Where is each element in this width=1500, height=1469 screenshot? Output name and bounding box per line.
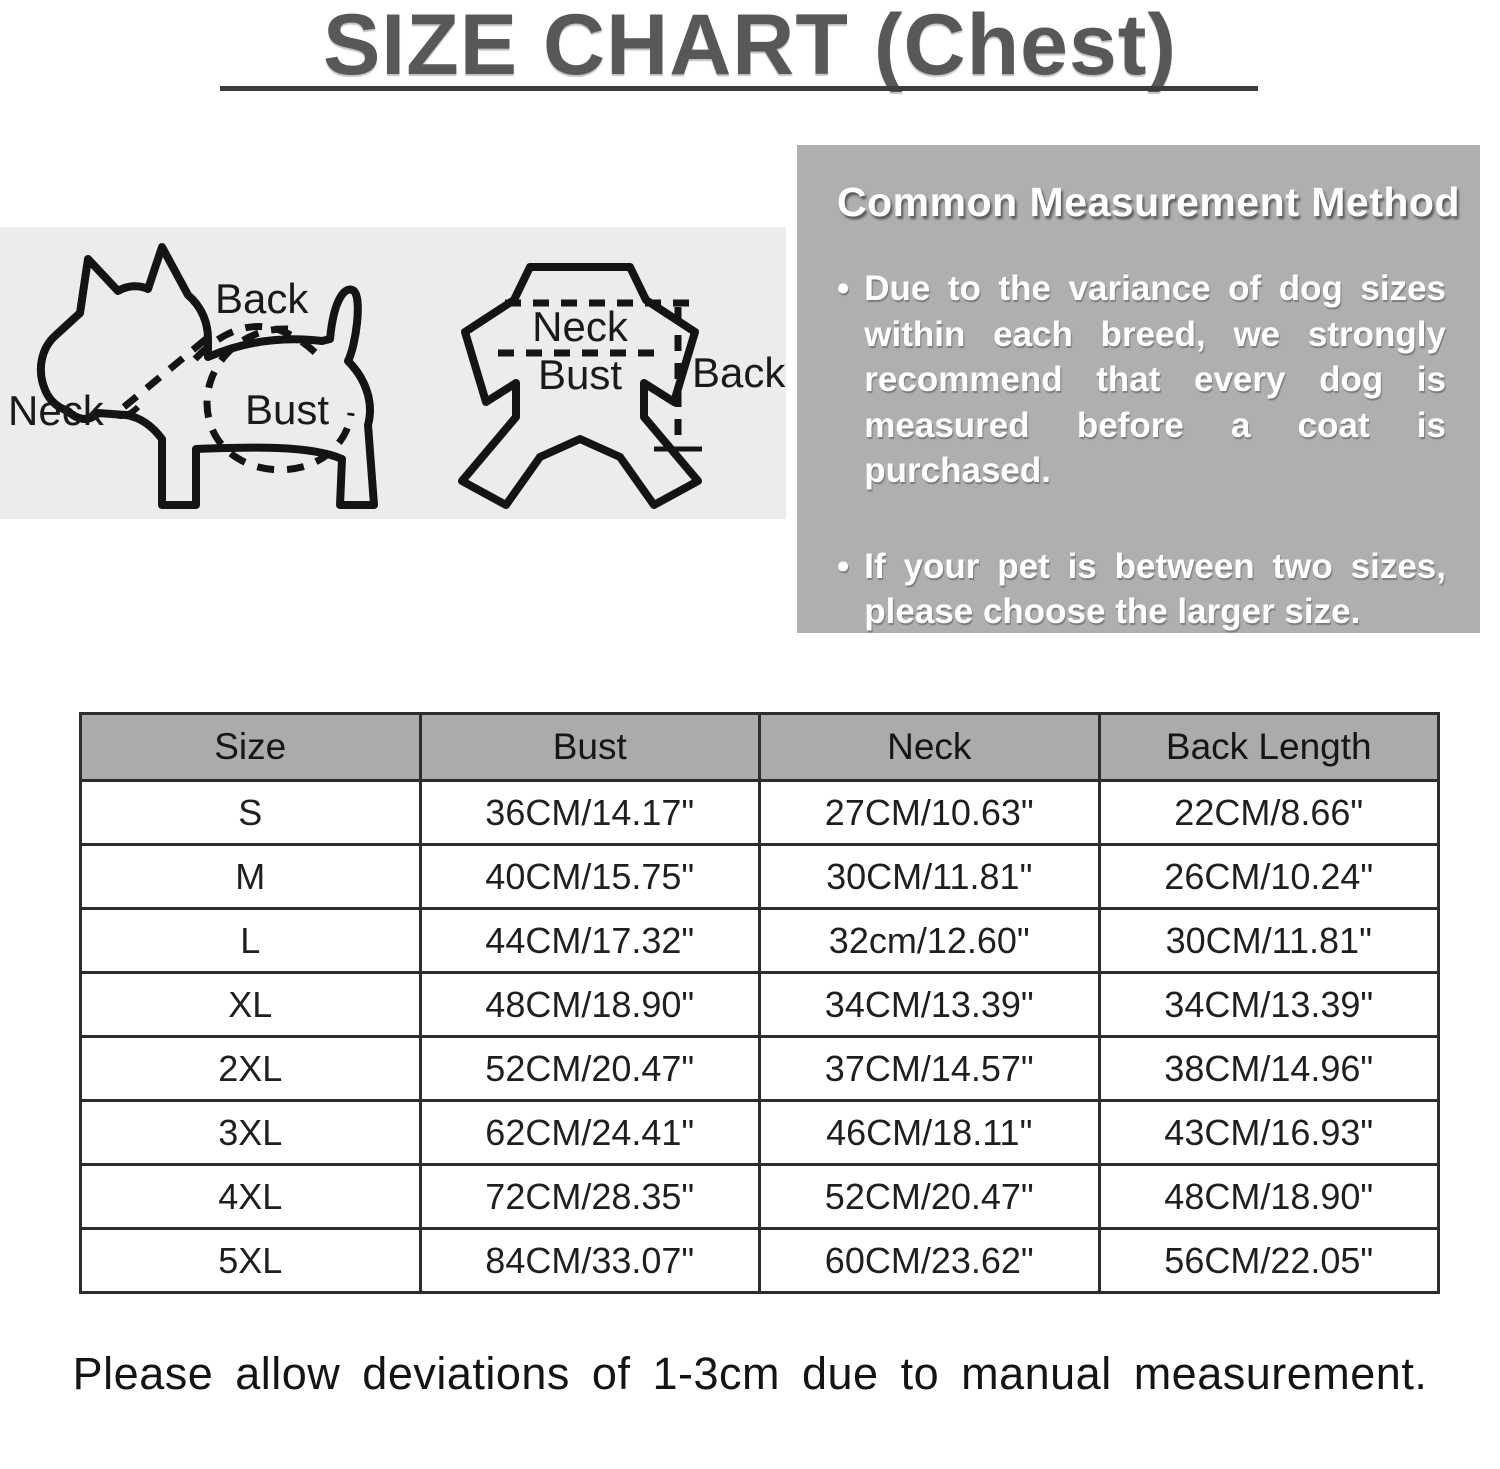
dog-bust-label: Bust — [245, 386, 329, 433]
column-header-neck: Neck — [758, 712, 1101, 782]
dog-outline-icon — [36, 243, 378, 509]
table-cell: 30CM/11.81" — [1097, 907, 1440, 974]
table-cell: 52CM/20.47" — [758, 1163, 1101, 1230]
table-row-xl: XL 48CM/18.90" 34CM/13.39" 34CM/13.39" — [79, 971, 1440, 1038]
table-cell: 30CM/11.81" — [758, 843, 1101, 910]
garment-outline-icon — [458, 263, 702, 509]
table-row-5xl: 5XL 84CM/33.07" 60CM/23.62" 56CM/22.05" — [79, 1227, 1440, 1294]
table-cell: 2XL — [79, 1035, 422, 1102]
garment-neck-label: Neck — [532, 303, 629, 350]
method-bullet-1: • Due to the variance of dog sizes withi… — [837, 266, 1446, 494]
table-row-s: S 36CM/14.17" 27CM/10.63" 22CM/8.66" — [79, 779, 1440, 846]
dog-bust-measure-loop — [203, 325, 355, 474]
dog-measure-lines — [110, 323, 355, 474]
table-cell: 46CM/18.11" — [758, 1099, 1101, 1166]
dog-back-label: Back — [215, 275, 309, 322]
method-bullet-2: • If your pet is between two sizes, plea… — [837, 544, 1446, 635]
method-bullet-2-text: If your pet is between two sizes, please… — [864, 546, 1446, 632]
dog-neck-measure-line — [121, 336, 209, 410]
page-title: SIZE CHART (Chest) — [322, 0, 1178, 93]
garment-measure-lines — [498, 299, 702, 452]
table-cell: XL — [79, 971, 422, 1038]
bullet-dot-icon: • — [837, 269, 850, 308]
table-cell: 5XL — [79, 1227, 422, 1294]
table-cell: S — [79, 779, 422, 846]
dog-neck-label: Neck — [8, 387, 105, 434]
dog-measurement-diagram: Back Bust Neck Neck Bust Back — [8, 243, 786, 509]
column-header-back-length: Back Length — [1097, 712, 1440, 782]
table-cell: 37CM/14.57" — [758, 1035, 1101, 1102]
table-row-3xl: 3XL 62CM/24.41" 46CM/18.11" 43CM/16.93" — [79, 1099, 1440, 1166]
measurement-method-title: Common Measurement Method — [837, 179, 1460, 225]
table-cell: L — [79, 907, 422, 974]
table-cell: 34CM/13.39" — [1097, 971, 1440, 1038]
table-cell: 48CM/18.90" — [1097, 1163, 1440, 1230]
measurement-diagram-box: Back Bust Neck Neck Bust Back — [0, 227, 786, 519]
garment-back-label: Back — [692, 349, 786, 396]
table-cell: 44CM/17.32" — [418, 907, 761, 974]
table-cell: 3XL — [79, 1099, 422, 1166]
table-cell: 84CM/33.07" — [418, 1227, 761, 1294]
table-row-l: L 44CM/17.32" 32cm/12.60" 30CM/11.81" — [79, 907, 1440, 974]
table-row-m: M 40CM/15.75" 30CM/11.81" 26CM/10.24" — [79, 843, 1440, 910]
table-cell: 34CM/13.39" — [758, 971, 1101, 1038]
table-cell: 72CM/28.35" — [418, 1163, 761, 1230]
bullet-dot-icon: • — [837, 546, 850, 586]
method-bullet-1-text: Due to the variance of dog sizes within … — [864, 269, 1446, 490]
title-underline-divider — [220, 86, 1258, 91]
table-cell: M — [79, 843, 422, 910]
table-row-2xl: 2XL 52CM/20.47" 37CM/14.57" 38CM/14.96" — [79, 1035, 1440, 1102]
table-cell: 48CM/18.90" — [418, 971, 761, 1038]
table-cell: 38CM/14.96" — [1097, 1035, 1440, 1102]
dog-neck-hook — [110, 404, 141, 419]
footnote-text: Please allow deviations of 1-3cm due to … — [72, 1348, 1428, 1399]
table-cell: 56CM/22.05" — [1097, 1227, 1440, 1294]
table-cell: 32cm/12.60" — [758, 907, 1101, 974]
size-table: Size Bust Neck Back Length S 36CM/14.17"… — [79, 712, 1440, 1294]
table-cell: 27CM/10.63" — [758, 779, 1101, 846]
measurement-method-box: Common Measurement Method • Due to the v… — [797, 145, 1480, 633]
column-header-bust: Bust — [418, 712, 761, 782]
size-table-header-row: Size Bust Neck Back Length — [79, 712, 1440, 782]
column-header-size: Size — [79, 712, 422, 782]
table-cell: 43CM/16.93" — [1097, 1099, 1440, 1166]
table-cell: 52CM/20.47" — [418, 1035, 761, 1102]
table-cell: 4XL — [79, 1163, 422, 1230]
dog-back-measure-arc — [192, 323, 323, 362]
table-row-4xl: 4XL 72CM/28.35" 52CM/20.47" 48CM/18.90" — [79, 1163, 1440, 1230]
table-cell: 26CM/10.24" — [1097, 843, 1440, 910]
garment-bust-label: Bust — [538, 351, 622, 398]
table-cell: 22CM/8.66" — [1097, 779, 1440, 846]
table-cell: 62CM/24.41" — [418, 1099, 761, 1166]
table-cell: 36CM/14.17" — [418, 779, 761, 846]
table-cell: 40CM/15.75" — [418, 843, 761, 910]
table-cell: 60CM/23.62" — [758, 1227, 1101, 1294]
